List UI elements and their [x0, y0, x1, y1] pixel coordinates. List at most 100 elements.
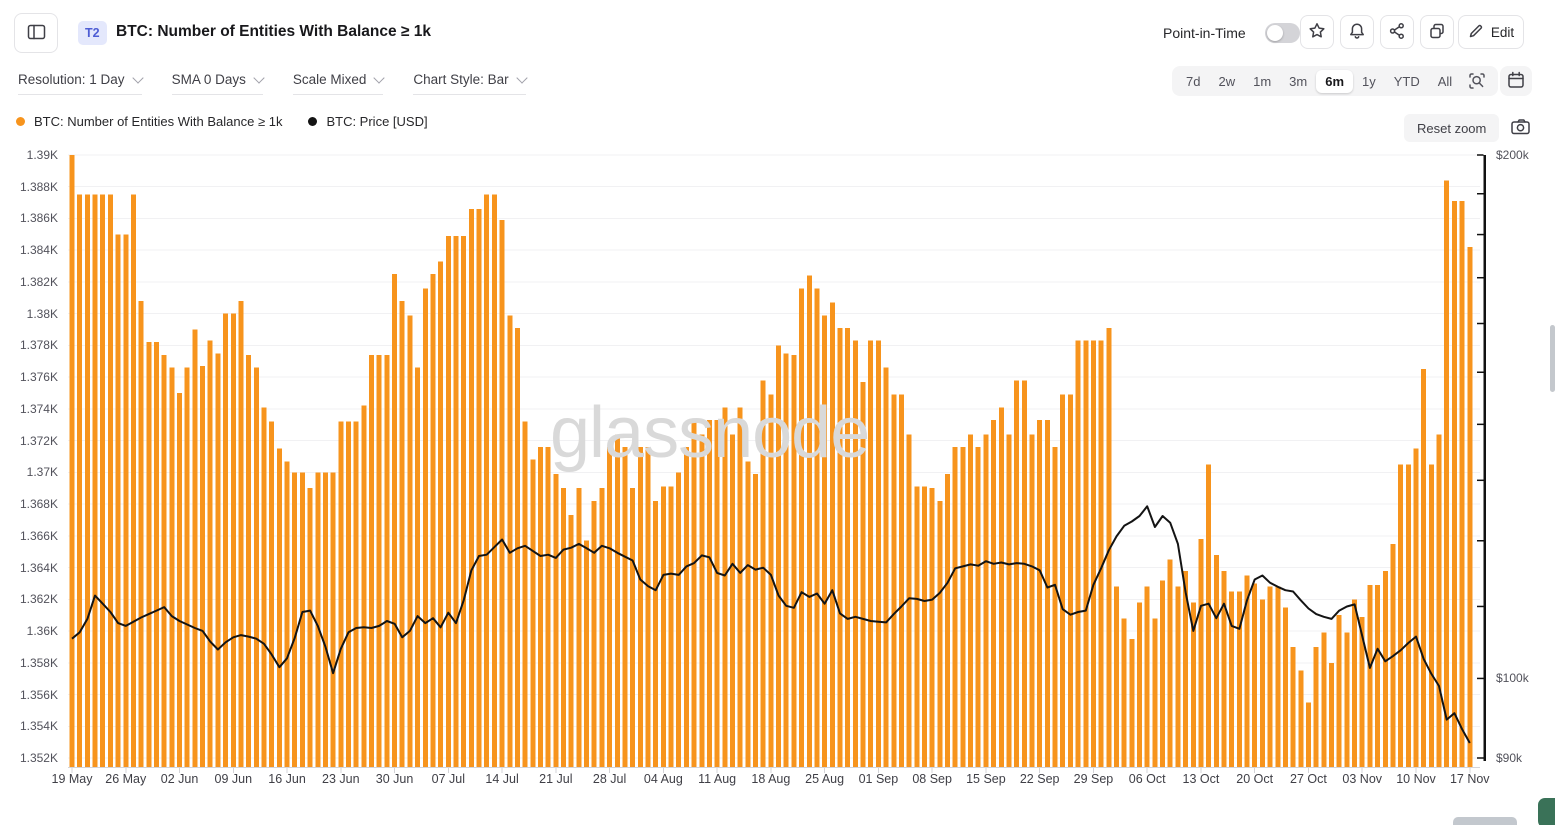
x-axis-tick-label: 01 Sep	[858, 772, 899, 786]
left-axis-tick-label: 1.366K	[19, 528, 58, 543]
entities-bar	[561, 488, 567, 767]
entities-bar	[1175, 586, 1181, 767]
entities-bar	[276, 448, 282, 767]
range-option-3m[interactable]: 3m	[1289, 73, 1308, 89]
x-axis-tick-label: 22 Sep	[1019, 772, 1060, 786]
edit-button[interactable]: Edit	[1458, 15, 1524, 49]
entities-bar	[921, 486, 927, 767]
left-axis-tick-label: 1.374K	[19, 401, 58, 416]
entities-bar	[192, 329, 198, 767]
range-option-1m[interactable]: 1m	[1253, 73, 1272, 89]
x-axis-tick-label: 18 Aug	[751, 772, 791, 786]
favorite-button[interactable]	[1300, 15, 1334, 49]
entities-bar	[1167, 559, 1173, 767]
entities-bar	[614, 434, 620, 767]
entities-bar	[1282, 607, 1288, 767]
entities-bar	[153, 342, 159, 767]
x-axis-tick-label: 28 Jul	[592, 772, 627, 786]
screenshot-button[interactable]	[1506, 115, 1534, 141]
entities-bar	[914, 486, 920, 767]
entities-bar	[307, 488, 313, 767]
entities-bar	[238, 301, 244, 767]
filter-dropdown-0[interactable]: Resolution: 1 Day	[18, 72, 144, 95]
entities-bar	[507, 315, 513, 767]
range-option-ytd[interactable]: YTD	[1393, 73, 1420, 89]
x-axis-tick-label: 09 Jun	[214, 772, 253, 786]
zoom-area-icon[interactable]	[1461, 72, 1493, 90]
legend-item-0[interactable]: BTC: Number of Entities With Balance ≥ 1…	[16, 114, 282, 129]
filter-dropdown-1[interactable]: SMA 0 Days	[171, 72, 265, 95]
reset-zoom-button[interactable]: Reset zoom	[1404, 114, 1500, 142]
entities-bar	[1044, 420, 1050, 767]
entities-bar	[745, 461, 751, 767]
entities-bar	[1290, 646, 1296, 767]
entities-bar	[668, 486, 674, 767]
entities-bar	[453, 235, 459, 767]
entities-bar	[1375, 585, 1381, 767]
entities-bar	[645, 447, 651, 767]
x-axis-tick-label: 26 May	[105, 772, 147, 786]
chart-plot-area[interactable]	[68, 150, 1488, 777]
range-option-7d[interactable]: 7d	[1186, 73, 1201, 89]
legend-label: BTC: Price [USD]	[326, 114, 428, 129]
entities-bar	[1298, 670, 1304, 767]
entities-bar	[230, 313, 236, 767]
point-in-time-toggle[interactable]	[1265, 23, 1300, 43]
range-option-all[interactable]: All	[1437, 73, 1453, 89]
entities-bar	[115, 234, 121, 768]
x-axis-tick-label: 21 Jul	[539, 772, 573, 786]
edit-button-label: Edit	[1490, 24, 1515, 40]
range-option-1y[interactable]: 1y	[1362, 73, 1376, 89]
entities-bar	[791, 354, 797, 767]
entities-bar	[637, 447, 643, 767]
x-axis-tick-label: 08 Sep	[912, 772, 952, 786]
entities-bar	[100, 194, 106, 767]
x-axis-tick-label: 20 Oct	[1236, 772, 1274, 786]
entities-bar	[1421, 369, 1427, 767]
entities-bar	[1382, 570, 1388, 767]
entities-bar	[576, 488, 582, 767]
entities-bar	[522, 421, 528, 767]
legend-item-1[interactable]: BTC: Price [USD]	[308, 114, 428, 129]
entities-bar	[937, 500, 943, 767]
entities-bar	[376, 354, 382, 767]
left-axis-tick-label: 1.388K	[19, 179, 58, 194]
entities-bar	[691, 420, 697, 767]
range-option-2w[interactable]: 2w	[1218, 73, 1236, 89]
share-button[interactable]	[1380, 15, 1414, 49]
entities-bar	[491, 194, 497, 767]
entities-bar	[499, 220, 505, 768]
entities-bar	[553, 474, 559, 767]
chevron-down-icon	[373, 72, 386, 84]
sidebar-toggle-button[interactable]	[14, 13, 58, 53]
entities-bar	[1236, 591, 1242, 767]
entities-bar	[476, 209, 482, 767]
calendar-button[interactable]	[1500, 66, 1532, 96]
toggle-knob	[1267, 25, 1283, 41]
entities-bar	[868, 340, 874, 767]
page-scrollbar-thumb[interactable]	[1550, 325, 1555, 392]
entities-bar	[1428, 464, 1434, 767]
entities-bar	[200, 366, 206, 767]
alert-button[interactable]	[1340, 15, 1374, 49]
entities-bar	[1259, 599, 1265, 767]
entities-bar	[1336, 615, 1342, 767]
entities-bar	[591, 500, 597, 767]
left-axis-tick-label: 1.364K	[19, 560, 58, 575]
entities-bar	[960, 447, 966, 767]
right-axis-tick-label: $90k	[1496, 751, 1523, 765]
price-axis-line	[1483, 155, 1486, 761]
entities-bar	[1305, 702, 1311, 767]
entities-bar	[737, 407, 743, 767]
filter-dropdown-2[interactable]: Scale Mixed	[292, 72, 386, 95]
entities-bar	[161, 354, 167, 767]
filter-dropdown-3[interactable]: Chart Style: Bar	[413, 72, 528, 95]
tab-badge[interactable]: T2	[78, 21, 107, 45]
chat-launcher[interactable]	[1538, 798, 1555, 825]
left-axis-tick-label: 1.39K	[26, 148, 58, 162]
entities-bar	[699, 434, 705, 767]
range-option-6m[interactable]: 6m	[1316, 69, 1354, 93]
right-axis-tick-label: $100k	[1496, 671, 1529, 686]
copy-button[interactable]	[1420, 15, 1454, 49]
